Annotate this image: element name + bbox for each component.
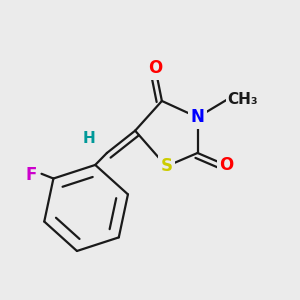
Text: O: O [220, 157, 234, 175]
Text: S: S [160, 157, 172, 175]
Text: CH₃: CH₃ [227, 92, 258, 107]
Text: N: N [190, 108, 205, 126]
Text: H: H [83, 130, 95, 146]
Text: F: F [26, 166, 37, 184]
Text: O: O [148, 59, 163, 77]
